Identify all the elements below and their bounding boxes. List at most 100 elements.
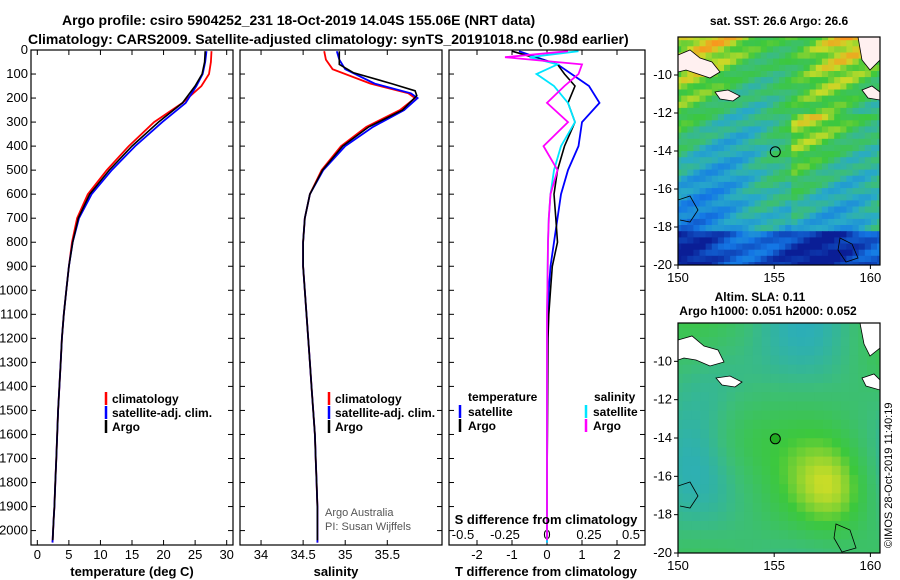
map-cell <box>682 456 692 467</box>
map-cell <box>681 200 688 208</box>
map-cell <box>754 138 762 146</box>
map-cell <box>681 243 688 251</box>
map-cell <box>744 355 754 365</box>
map-cell <box>736 107 743 115</box>
map-cell <box>699 46 707 54</box>
map-cell <box>785 64 792 72</box>
map-cell <box>840 64 847 72</box>
map-cell <box>730 114 737 121</box>
map-cell <box>766 262 774 265</box>
map-cell <box>678 40 682 47</box>
map-cell <box>748 169 756 177</box>
map-cell <box>831 465 842 476</box>
map-cell <box>711 40 719 47</box>
map-cell <box>870 218 878 226</box>
map-cell <box>717 337 727 347</box>
map-cell <box>834 126 841 134</box>
map-cell <box>846 212 854 220</box>
map-cell <box>823 355 833 365</box>
map-cell <box>717 511 727 522</box>
map-cell <box>691 419 701 430</box>
map-cell <box>791 249 798 257</box>
map-cell <box>805 346 815 356</box>
map-cell <box>717 52 725 60</box>
sla-map-panel: Altim. SLA: 0.11 Argo h1000: 0.051 h2000… <box>653 290 881 573</box>
map-cell <box>796 484 806 494</box>
map-cell <box>742 40 750 47</box>
map-cell <box>840 337 850 347</box>
map-cell <box>797 52 805 60</box>
map-cell <box>699 107 707 115</box>
map-cell <box>852 237 860 245</box>
map-cell <box>864 132 872 140</box>
map-cell <box>678 200 682 208</box>
map-cell <box>717 530 727 540</box>
map-cell <box>834 255 841 263</box>
map-cell <box>700 493 710 503</box>
map-cell <box>823 502 833 513</box>
map-cell <box>693 114 701 121</box>
map-cell <box>752 438 762 448</box>
map-cell <box>726 484 736 494</box>
map-cell <box>846 89 854 97</box>
map-cell <box>834 237 841 245</box>
map-cell <box>681 89 688 97</box>
map-cell <box>748 218 756 226</box>
map-cell <box>831 364 842 375</box>
map-cell <box>700 419 710 430</box>
map-cell <box>834 249 841 257</box>
map-cell <box>788 429 798 439</box>
map-cell <box>766 206 774 214</box>
map-cell <box>678 493 683 503</box>
map-cell <box>877 237 880 245</box>
map-cell <box>730 71 737 78</box>
map-cell <box>678 447 683 457</box>
map-cell <box>705 194 713 201</box>
map-cell <box>770 456 780 467</box>
map-cell <box>754 255 762 263</box>
map-cell <box>852 181 860 189</box>
map-cell <box>770 401 780 411</box>
map-cell <box>691 548 701 553</box>
map-cell <box>705 144 713 152</box>
map-cell <box>682 521 692 531</box>
map-cell <box>730 175 737 183</box>
map-cell <box>724 237 731 245</box>
map-cell <box>809 126 817 134</box>
map-cell <box>678 438 683 448</box>
map-cell <box>840 323 850 329</box>
map-cell <box>779 364 789 375</box>
map-cell <box>742 77 750 84</box>
map-cell <box>834 194 841 201</box>
map-cell <box>730 126 737 134</box>
map-cell <box>823 337 833 347</box>
map-cell <box>788 392 798 402</box>
sst-argo-marker <box>769 146 781 158</box>
map-cell <box>752 484 762 494</box>
map-cell <box>785 212 792 220</box>
map-cell <box>717 138 725 146</box>
map-cell <box>788 323 798 329</box>
map-cell <box>875 410 880 421</box>
map-cell <box>754 181 762 189</box>
map-cell <box>678 484 683 494</box>
map-cell <box>726 419 736 430</box>
map-cell <box>831 419 842 430</box>
map-cell <box>779 218 786 226</box>
map-cell <box>687 126 694 134</box>
map-cell <box>803 77 811 84</box>
difference-panel: -2 -1 0 1 2 -0.5 -0.25 0 0.25 0.5 T difference f… <box>448 49 646 579</box>
map-cell <box>766 120 774 128</box>
map-cell <box>735 493 745 503</box>
map-cell <box>840 465 850 476</box>
map-cell <box>864 144 872 152</box>
map-cell <box>748 64 756 72</box>
map-cell <box>864 157 872 164</box>
map-cell <box>814 539 824 549</box>
map-cell <box>760 218 768 226</box>
map-cell <box>846 163 854 171</box>
map-cell <box>870 151 878 158</box>
map-cell <box>744 456 754 467</box>
map-cell <box>864 107 872 115</box>
